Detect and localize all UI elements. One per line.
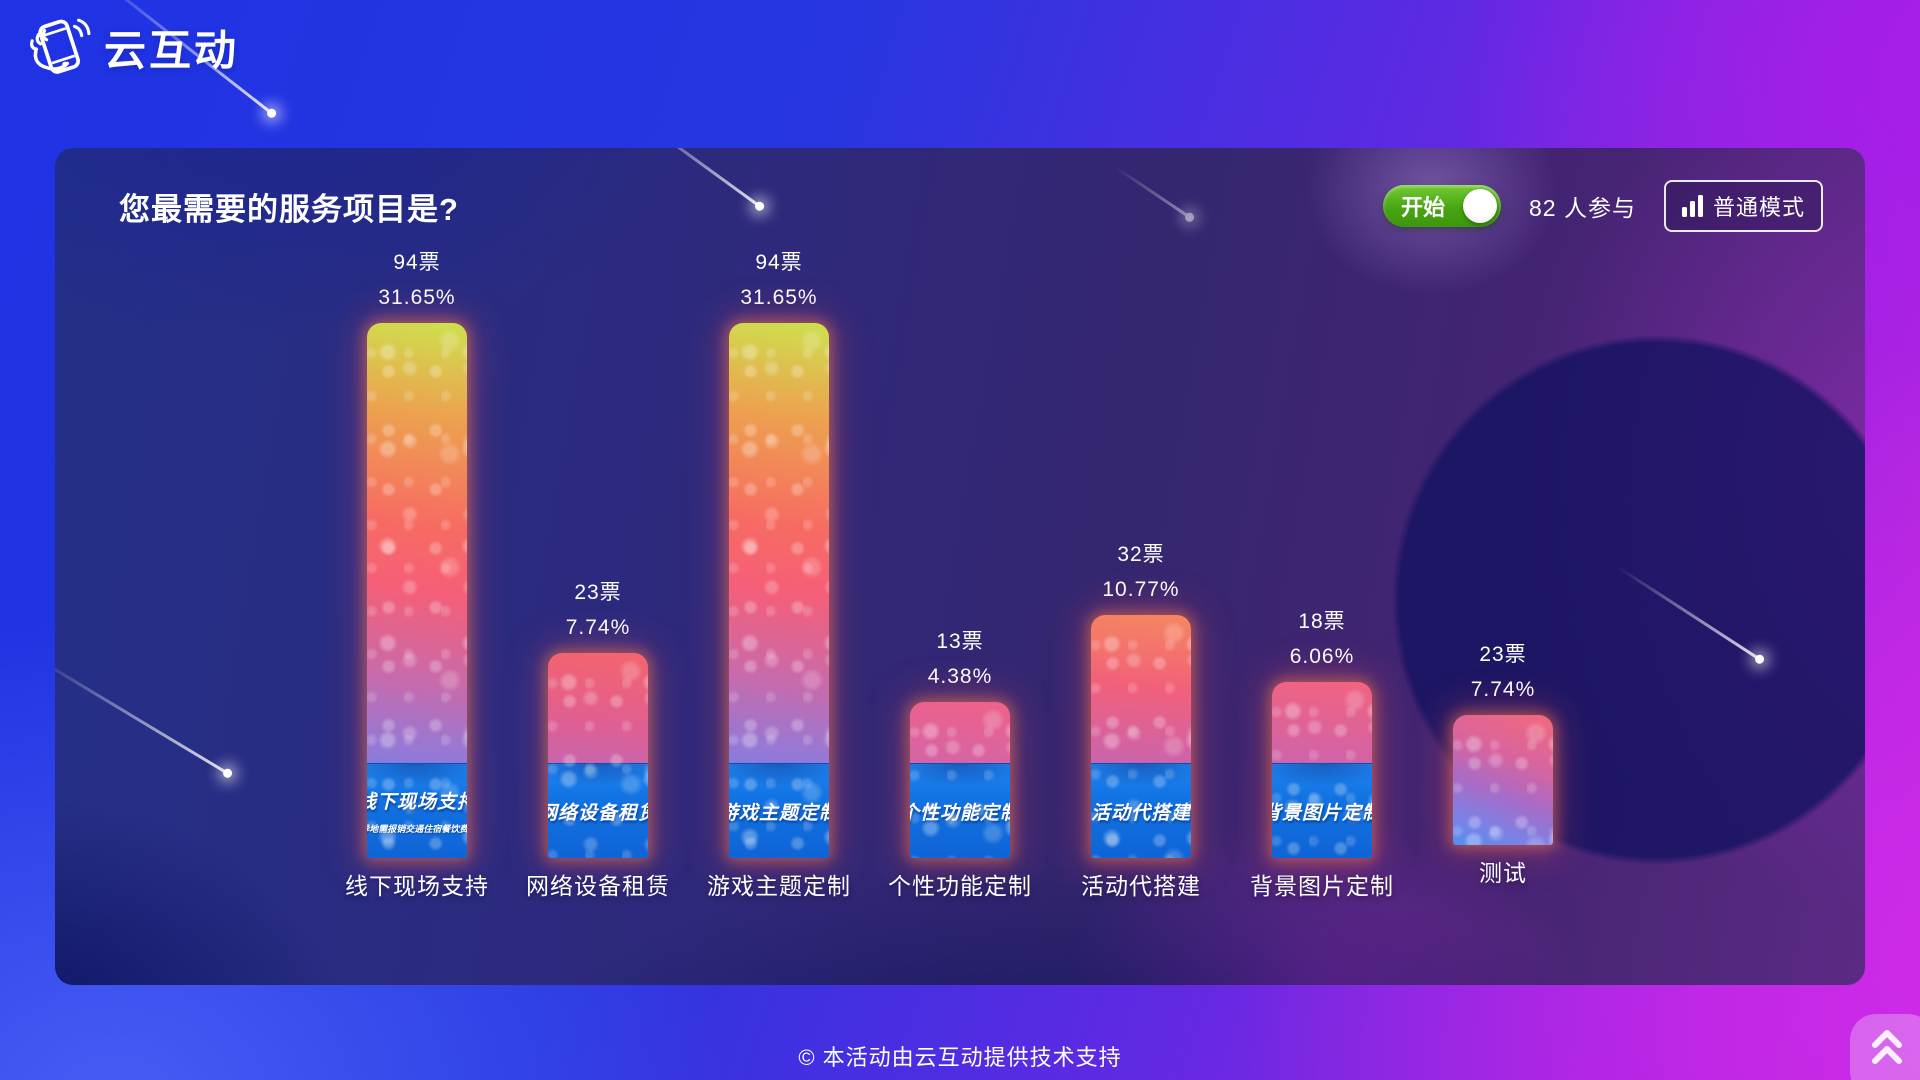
- poll-question-title: 您最需要的服务项目是?: [119, 191, 459, 227]
- bar-image-caption: 个性功能定制: [910, 802, 1010, 824]
- bar-category-label: 活动代搭建: [1081, 873, 1201, 899]
- bar-percent-label: 31.65%: [740, 286, 818, 309]
- participants-count: 82 人参与: [1529, 195, 1636, 221]
- bar-image-footnote: *异地需报销交通住宿餐饮费用: [367, 824, 467, 834]
- bar-category-label: 个性功能定制: [888, 873, 1032, 899]
- bar-image-caption: 背景图片定制: [1272, 802, 1372, 824]
- bar-image-panel: 背景图片定制: [1272, 763, 1372, 858]
- chart-column: 23票 7.74% 测试: [1453, 638, 1553, 886]
- poll-panel: 您最需要的服务项目是? 开始 82 人参与 普通模式 94票 31.65% 线下现场…: [55, 148, 1865, 985]
- panel-header: 您最需要的服务项目是? 开始 82 人参与 普通模式: [55, 148, 1865, 232]
- chart-column: 32票 10.77% 活动代搭建 活动代搭建: [1081, 538, 1200, 899]
- bar-image-panel: 网络设备租赁: [548, 763, 648, 858]
- bar-votes-label: 18票: [1298, 610, 1346, 633]
- vote-bar[interactable]: 个性功能定制个性功能定制: [888, 702, 1031, 899]
- bar-image-caption: 网络设备租赁: [548, 802, 648, 824]
- footer-credit-text: © 本活动由云互动提供技术支持: [798, 1045, 1122, 1070]
- bar-chart-icon: [1681, 195, 1703, 217]
- bar-percent-label: 31.65%: [378, 286, 456, 309]
- vote-bar-fill: 个性功能定制: [910, 702, 1010, 858]
- bar-votes-label: 13票: [936, 630, 984, 653]
- bar-image-panel: 游戏主题定制: [729, 763, 829, 858]
- vote-bar[interactable]: 线下现场支持*异地需报销交通住宿餐饮费用线下现场支持: [345, 323, 488, 899]
- bar-category-label: 网络设备租赁: [526, 873, 670, 899]
- bar-votes-label: 32票: [1117, 543, 1165, 566]
- mode-button-label: 普通模式: [1712, 195, 1805, 220]
- bar-chart: 94票31.65%线下现场支持*异地需报销交通住宿餐饮费用线下现场支持23票7.…: [55, 148, 1865, 899]
- vote-bar-fill: 活动代搭建: [1091, 615, 1191, 858]
- brand-name: 云互动: [104, 26, 240, 74]
- vote-bar-fill: [1453, 715, 1553, 845]
- vote-bar[interactable]: 活动代搭建 活动代搭建: [1081, 615, 1200, 899]
- brand-logo: 云互动: [26, 14, 239, 80]
- bar-votes-label: 23票: [574, 581, 622, 604]
- bar-votes-label: 23票: [1479, 643, 1527, 666]
- bar-category-label: 线下现场支持: [345, 873, 489, 899]
- bar-percent-label: 10.77%: [1102, 578, 1180, 601]
- bar-votes-label: 94票: [393, 251, 441, 274]
- vote-bar-fill: 背景图片定制: [1272, 682, 1372, 858]
- mode-button[interactable]: 普通模式: [1663, 180, 1823, 232]
- bar-percent-label: 6.06%: [1289, 645, 1355, 668]
- hand-phone-icon: [26, 14, 92, 80]
- start-toggle-label: 开始: [1401, 195, 1446, 220]
- vote-bar[interactable]: 测试: [1453, 715, 1553, 886]
- vote-bar-fill: 网络设备租赁: [548, 653, 648, 858]
- bar-image-panel: 活动代搭建: [1091, 763, 1191, 858]
- bar-category-label: 测试: [1479, 860, 1527, 886]
- vote-bar-fill: 线下现场支持 *异地需报销交通住宿餐饮费用: [367, 323, 467, 858]
- vote-bar-fill: 游戏主题定制: [729, 323, 829, 858]
- bar-votes-label: 94票: [755, 251, 803, 274]
- bar-image-panel: 个性功能定制: [910, 763, 1010, 858]
- footer: © 本活动由云互动提供技术支持: [0, 1040, 1920, 1072]
- bar-image-panel: 线下现场支持 *异地需报销交通住宿餐饮费用: [367, 763, 467, 858]
- bar-percent-label: 4.38%: [927, 665, 993, 688]
- start-toggle[interactable]: 开始: [1383, 185, 1501, 227]
- vote-bar[interactable]: 网络设备租赁网络设备租赁: [526, 653, 669, 899]
- bar-percent-label: 7.74%: [1470, 678, 1536, 701]
- double-chevron-up-icon: [1865, 1027, 1919, 1080]
- bar-image-caption: 活动代搭建: [1091, 802, 1191, 824]
- bar-category-label: 游戏主题定制: [707, 873, 851, 899]
- bar-image-caption: 线下现场支持: [367, 792, 467, 813]
- bar-image-caption: 游戏主题定制: [729, 802, 829, 824]
- vote-bar[interactable]: 游戏主题定制游戏主题定制: [707, 323, 850, 899]
- vote-bar[interactable]: 背景图片定制背景图片定制: [1250, 682, 1393, 899]
- bar-category-label: 背景图片定制: [1250, 873, 1394, 899]
- panel-controls: 开始 82 人参与 普通模式: [1383, 180, 1823, 232]
- toggle-knob[interactable]: [1463, 189, 1497, 223]
- bar-percent-label: 7.74%: [565, 616, 631, 639]
- scroll-top-button[interactable]: [1850, 1014, 1920, 1080]
